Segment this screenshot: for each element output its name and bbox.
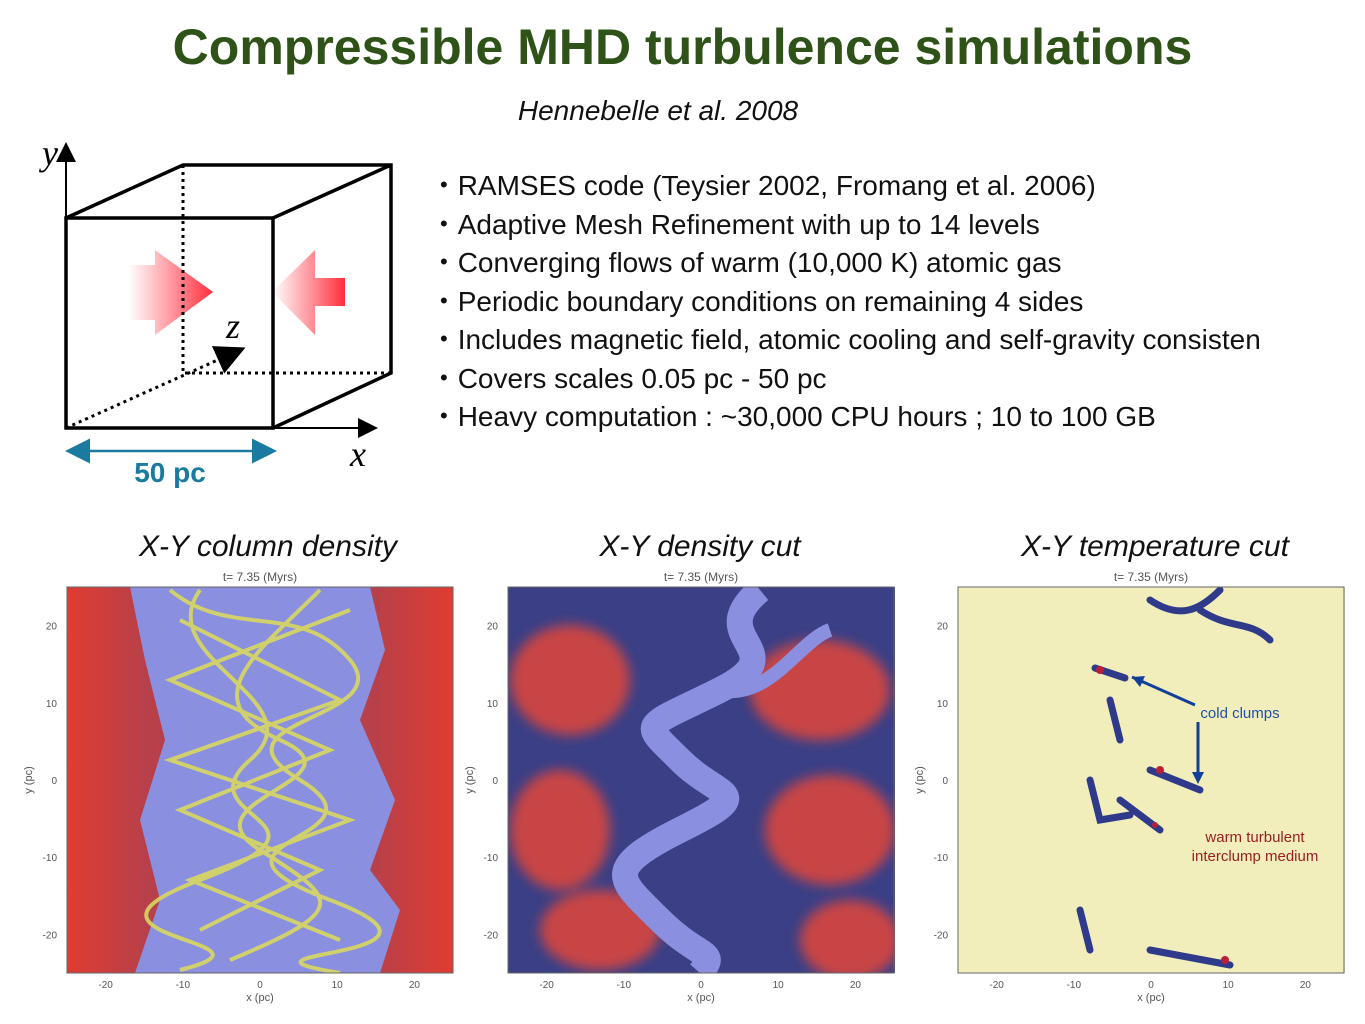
x-axis-label: x (pc) [687,992,715,1004]
x-tick-label: 10 [1223,980,1235,991]
bullet: Heavy computation : ~30,000 CPU hours ; … [440,401,1261,440]
y-tick-label: 0 [942,776,948,787]
y-tick-label: 10 [46,699,58,710]
annotation: cold clumps [1200,705,1279,722]
y-tick-label: 0 [492,776,498,787]
bullet-list: RAMSES code (Teysier 2002, Fromang et al… [440,170,1261,440]
plot-time: t= 7.35 (Myrs) [223,570,297,584]
y-tick-label: 10 [937,699,949,710]
y-tick-label: -10 [934,853,949,864]
y-tick-label: 20 [937,622,949,633]
y-axis-label: y (pc) [914,766,926,794]
x-tick-label: 0 [257,980,263,991]
y-tick-label: 0 [51,776,57,787]
bullet: Periodic boundary conditions on remainin… [440,286,1261,325]
y-tick-label: 20 [487,622,499,633]
axis-label: x [349,434,366,474]
axis-label: y [39,133,58,173]
x-tick-label: 0 [698,980,704,991]
density-cut-image [508,587,895,973]
y-tick-label: -20 [484,930,499,941]
bullet: Converging flows of warm (10,000 K) atom… [440,247,1261,286]
y-tick-label: -20 [934,930,949,941]
panel-title: X-Y density cut [599,530,801,563]
x-tick-label: -20 [98,980,113,991]
panel-title: X-Y temperature cut [1021,530,1289,563]
x-tick-label: 0 [1148,980,1154,991]
cube-diagram: y z x 50 pc [39,133,393,488]
slide-title: Compressible MHD turbulence simulations [172,19,1193,75]
x-tick-label: 20 [409,980,421,991]
x-axis-label: x (pc) [246,992,274,1004]
bullet: Adaptive Mesh Refinement with up to 14 l… [440,209,1261,248]
red-arrows [128,250,345,335]
x-tick-label: -20 [989,980,1004,991]
y-tick-label: -10 [484,853,499,864]
x-tick-label: -10 [617,980,632,991]
y-tick-label: 20 [46,622,58,633]
y-tick-label: 10 [487,699,499,710]
bullet: Covers scales 0.05 pc - 50 pc [440,363,1261,402]
plot-frame [957,586,1345,974]
bullet: Includes magnetic field, atomic cooling … [440,324,1261,363]
plot-time: t= 7.35 (Myrs) [664,570,738,584]
plot-frame [66,586,454,974]
plot-time: t= 7.35 (Myrs) [1114,570,1188,584]
column-density-image [67,587,453,973]
y-tick-label: -10 [43,853,58,864]
scale-label: 50 pc [134,457,206,488]
y-axis-label: y (pc) [23,766,35,794]
bullet: RAMSES code (Teysier 2002, Fromang et al… [440,170,1261,209]
annotation: warm turbulent [1204,829,1305,846]
citation: Hennebelle et al. 2008 [517,95,799,126]
x-tick-label: 20 [1300,980,1312,991]
panel-title: X-Y column density [139,530,397,563]
x-axis-label: x (pc) [1137,992,1165,1004]
y-axis-label: y (pc) [464,766,476,794]
x-tick-label: -20 [539,980,554,991]
plot-frame [507,586,895,974]
y-tick-label: -20 [43,930,58,941]
x-tick-label: 20 [850,980,862,991]
x-tick-label: 10 [773,980,785,991]
x-tick-label: -10 [176,980,191,991]
x-tick-label: 10 [332,980,344,991]
temperature-cut-image: cold clumps warm turbulent interclump me… [958,587,1345,973]
axis-label: z [225,306,240,346]
x-tick-label: -10 [1067,980,1082,991]
annotation: interclump medium [1192,848,1319,865]
